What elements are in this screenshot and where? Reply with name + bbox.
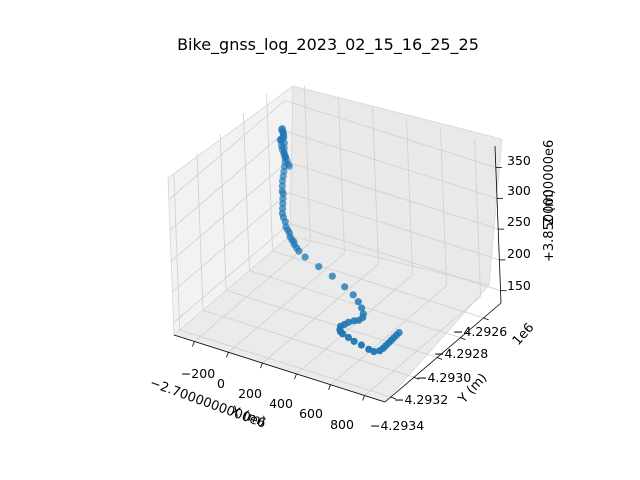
gridline-x-back [474,139,481,297]
z-axis-label: Z (m) [542,189,557,225]
x-tick-mark [226,352,229,358]
y-tick-label: −4.2926 [453,324,507,339]
data-point [278,182,286,190]
z-axis-line [494,145,502,304]
x-tick-label: 800 [330,417,354,432]
gridline-z-back [288,192,500,261]
data-point [350,317,358,325]
gridline-x-back [406,117,413,275]
gridline-y-floor [249,270,461,339]
gridline-y-floor [179,329,391,398]
x-axis-line [173,334,386,403]
gridline-x-back [304,85,311,243]
y-offset-label: 1e6 [510,320,538,348]
y-tick-mark [460,337,466,341]
gridline-x-floor [296,274,413,375]
gridline-x-floor [262,263,379,364]
y-axis-line [384,302,502,403]
data-point [279,195,287,203]
gridline-x-back [338,96,345,254]
gridline-y-floor [202,309,415,378]
data-point [376,347,384,355]
data-point [315,263,323,271]
axis-lines [173,145,502,403]
gridline-x-floor [228,252,345,353]
y-tick-mark [437,357,443,360]
y-tick-label: −4.2932 [394,392,448,407]
z-tick-label: 150 [507,278,531,293]
z-tick-label: 250 [507,214,531,229]
gridline-y-left [243,113,250,271]
gridline-y-left [219,133,227,291]
gridline-x-back [372,107,379,265]
chart-title: Bike_gnss_log_2023_02_15_16_25_25 [177,35,479,55]
gridline-y-left [196,153,204,311]
x-tick-mark [294,373,297,380]
gridline-z-left [173,223,290,323]
gridline-x-floor [330,285,447,386]
x-tick-label: 400 [269,396,293,411]
data-point [341,283,349,291]
data-point [328,272,336,280]
x-tick-mark [260,362,263,369]
z-tick-label: 300 [507,183,531,198]
gridline-x-floor [364,296,481,396]
data-point [349,291,357,299]
z-tick-label: 350 [507,153,531,168]
x-tick-mark [328,384,331,390]
x-tick-mark [362,395,365,401]
data-point [370,348,378,356]
x-tick-label: 200 [238,386,262,401]
gridline-x-back [440,128,447,286]
gridline-z-back [287,161,499,230]
y-tick-mark [413,376,420,380]
gridline-y-floor [226,290,438,358]
data-point [281,218,289,226]
data-point [357,341,365,349]
x-tick-label: 0 [217,376,225,391]
gridline-y-floor [272,250,484,319]
gridline-z-back [289,223,501,292]
data-points [276,124,403,356]
data-point [358,304,366,312]
z-tick-labels: 150 200 250 300 350 [507,153,531,293]
gridline-z-left [169,131,287,231]
gridline-x-floor [194,242,311,342]
gridline-y-left [266,93,273,251]
gridline-y-left [173,173,181,331]
gridline-z-back [284,100,496,168]
grid-lines [168,85,501,398]
y-tick-labels: −4.2934 −4.2932 −4.2930 −4.2928 −4.2926 [370,324,507,433]
data-point [344,333,352,342]
z-offset-label: +3.8500000000e6 [542,140,557,262]
y-tick-label: −4.2928 [434,346,488,361]
data-point [295,247,303,255]
x-tick-mark [192,341,195,347]
tick-marks [192,167,507,401]
x-tick-label: 600 [299,406,323,421]
y-tick-label: −4.2930 [417,370,471,385]
gridline-z-back [285,130,498,199]
x-tick-labels: −200 0 200 400 600 800 [181,366,354,432]
y-tick-mark [483,317,489,321]
y-tick-mark [390,396,396,400]
data-point [354,298,362,306]
gridline-z-left [168,100,286,200]
gridline-z-left [170,161,288,262]
data-point [350,337,358,345]
x-tick-label: −200 [181,366,215,381]
z-tick-label: 200 [507,246,531,261]
data-point [339,330,347,338]
gridline-z-left [172,192,289,293]
data-point [301,253,309,261]
y-tick-label: −4.2934 [370,418,424,433]
